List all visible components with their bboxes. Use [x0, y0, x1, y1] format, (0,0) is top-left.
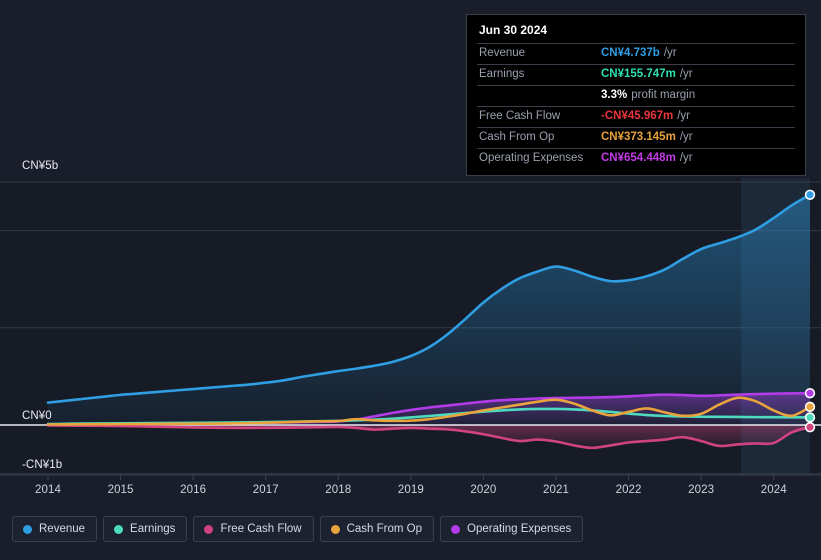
tooltip-row-suffix: /yr: [677, 110, 691, 122]
area-fill-operating-expenses: [48, 393, 810, 425]
tooltip-row-label: Revenue: [479, 47, 526, 59]
legend-label: Earnings: [130, 523, 176, 535]
tooltip-row: Earnings CN¥155.747m/yr: [477, 64, 795, 85]
x-axis-tick-label: 2024: [760, 484, 787, 496]
legend-color-dot: [451, 524, 461, 534]
legend-item-free-cash-flow[interactable]: Free Cash Flow: [193, 516, 314, 542]
area-fill-free-cash-flow: [48, 425, 810, 448]
x-axis-tick-label: 2020: [470, 484, 497, 496]
x-axis-tick-label: 2016: [180, 484, 207, 496]
legend-label: Cash From Op: [346, 523, 423, 535]
legend-label: Free Cash Flow: [220, 523, 302, 535]
x-axis-tick-label: 2018: [325, 484, 352, 496]
tooltip-row-label: Earnings: [479, 68, 525, 80]
legend-label: Operating Expenses: [467, 523, 572, 535]
x-axis-tick-label: 2014: [35, 484, 61, 496]
tooltip-row-value: CN¥155.747m/yr: [601, 68, 693, 80]
legend-item-operating-expenses[interactable]: Operating Expenses: [440, 516, 584, 542]
tooltip-row: 3.3% profit margin: [477, 85, 795, 106]
tooltip-row-label: Cash From Op: [479, 131, 555, 143]
chart-plot-area[interactable]: [0, 0, 821, 505]
legend-color-dot: [23, 524, 32, 534]
series-line-revenue: [46, 193, 812, 404]
tooltip-row-value: -CN¥45.967m/yr: [601, 110, 691, 122]
x-axis-tick-label: 2021: [543, 484, 569, 496]
x-axis-tick-label: 2017: [252, 484, 279, 496]
series-line-cash-from-op: [46, 396, 812, 426]
tooltip-row-suffix: /yr: [663, 47, 677, 59]
tooltip-row: Cash From Op CN¥373.145m/yr: [477, 127, 795, 148]
area-fill-revenue: [48, 194, 810, 425]
legend-color-dot: [330, 524, 340, 534]
tooltip-row-suffix: /yr: [679, 152, 693, 164]
legend-item-cash-from-op[interactable]: Cash From Op: [319, 516, 435, 542]
legend-color-dot: [204, 524, 214, 534]
legend-item-revenue[interactable]: Revenue: [12, 516, 98, 542]
y-axis-tick-label: CN¥5b: [22, 160, 59, 172]
legend-item-earnings[interactable]: Earnings: [103, 516, 188, 542]
legend-label: Revenue: [39, 523, 86, 535]
chart-legend[interactable]: Revenue Earnings Free Cash Flow Cash From O…: [12, 516, 584, 542]
chart-svg: [0, 178, 821, 480]
endpoint-marker-free-cash-flow: [804, 422, 816, 433]
x-axis-tick-label: 2015: [107, 484, 134, 496]
tooltip-row: Operating Expenses CN¥654.448m/yr: [477, 148, 795, 169]
tooltip-row-suffix: profit margin: [631, 89, 696, 101]
tooltip-row-value: CN¥373.145m/yr: [601, 131, 693, 143]
legend-color-dot: [114, 524, 124, 534]
tooltip-row-label: Operating Expenses: [479, 152, 584, 164]
tooltip-row-value: CN¥4.737b/yr: [601, 47, 677, 59]
tooltip-row-label: Free Cash Flow: [479, 110, 561, 122]
x-axis-tick-label: 2023: [688, 484, 715, 496]
endpoint-marker-earnings: [804, 412, 816, 423]
tooltip-row-value: 3.3% profit margin: [601, 89, 696, 101]
x-axis-tick-label: 2019: [397, 484, 424, 496]
series-line-free-cash-flow: [46, 424, 812, 450]
tooltip-row-value: CN¥654.448m/yr: [601, 152, 693, 164]
tooltip-row: Revenue CN¥4.737b/yr: [477, 43, 795, 64]
chart-tooltip: Jun 30 2024 Revenue CN¥4.737b/yr Earnings C…: [466, 14, 806, 176]
y-axis-tick-label: CN¥0: [22, 410, 52, 422]
tooltip-row-suffix: /yr: [679, 131, 693, 143]
endpoint-marker-revenue: [804, 189, 816, 200]
tooltip-row-suffix: /yr: [679, 68, 693, 80]
tooltip-row: Free Cash Flow -CN¥45.967m/yr: [477, 106, 795, 127]
x-axis-tick-label: 2022: [615, 484, 642, 496]
tooltip-rows: Revenue CN¥4.737b/yr Earnings CN¥155.747m/y…: [477, 43, 795, 169]
y-axis-tick-label: -CN¥1b: [22, 459, 63, 471]
endpoint-marker-cash-from-op: [804, 401, 816, 413]
tooltip-date: Jun 30 2024: [479, 23, 548, 37]
endpoint-marker-operating-expenses: [804, 387, 816, 399]
